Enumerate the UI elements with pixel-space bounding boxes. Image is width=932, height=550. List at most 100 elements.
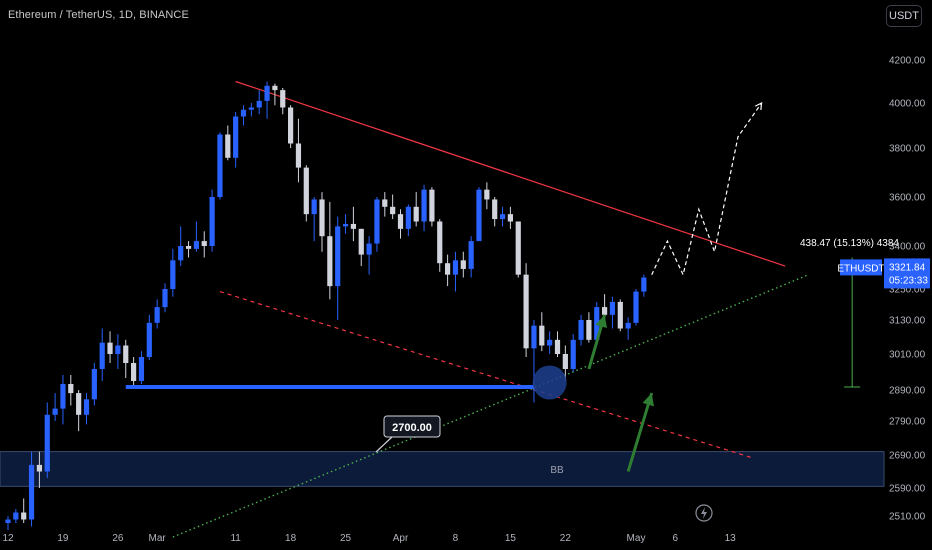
time-tick-label: 8 — [453, 533, 459, 544]
candles-layer — [5, 81, 647, 530]
candle-body — [602, 307, 608, 315]
time-tick-label: Mar — [149, 533, 167, 544]
candle-body — [91, 369, 97, 400]
bb-zone — [0, 451, 885, 487]
time-tick-label: May — [627, 533, 646, 544]
candle-body — [609, 301, 616, 315]
candle-body — [507, 214, 513, 222]
candle-body — [201, 241, 207, 246]
candle-body — [209, 197, 215, 246]
candle-body — [193, 241, 199, 249]
candle-body — [248, 107, 254, 110]
currency-button[interactable]: USDT — [886, 5, 922, 27]
candle-body — [405, 206, 411, 229]
time-tick-label: 15 — [505, 533, 517, 544]
candle-body — [554, 339, 561, 354]
candle-body — [374, 199, 380, 244]
callout-box — [383, 415, 441, 438]
candle-body — [295, 143, 302, 168]
candle-body — [366, 243, 372, 255]
candle-body — [52, 408, 58, 415]
candle-body — [421, 189, 427, 222]
candle-body — [570, 339, 576, 369]
time-axis[interactable]: 12 19 26 Mar 11 18 25 Apr 8 15 22 May 6 13 — [2, 533, 736, 544]
candle-body — [460, 260, 466, 269]
bb-zone-label: BB — [550, 465, 564, 476]
candle-body — [36, 464, 42, 472]
candle-body — [523, 274, 529, 349]
price-tag-price: 3321.84 — [889, 262, 926, 273]
candle-body — [319, 199, 325, 237]
candle-body — [468, 241, 474, 269]
lightning-icon — [695, 504, 713, 522]
candle-body — [154, 307, 160, 323]
price-tag-countdown: 05:23:33 — [889, 275, 928, 286]
candle-body — [515, 221, 521, 275]
candle-body — [327, 236, 333, 287]
price-tick-label: 2690.00 — [889, 451, 926, 462]
candle-body — [240, 109, 247, 117]
lower-channel-trendline — [219, 291, 754, 459]
price-axis[interactable]: 4200.00 4000.00 3800.00 3600.00 3400.00 3250.… — [837, 56, 930, 523]
candle-body — [123, 345, 129, 363]
time-tick-label: 18 — [285, 533, 297, 544]
candle-body — [625, 322, 631, 329]
time-tick-label: 25 — [340, 533, 352, 544]
price-tag-box — [884, 258, 930, 289]
candle-body — [76, 393, 82, 415]
candle-body — [131, 363, 137, 381]
price-tick-label: 3600.00 — [889, 193, 926, 204]
price-tick-label: 3130.00 — [889, 316, 926, 327]
callout-pointer — [375, 436, 393, 453]
candle-body — [44, 414, 50, 472]
price-callout: 2700.00 — [375, 415, 441, 453]
candle-body — [264, 85, 270, 101]
green-arrow-2 — [626, 392, 654, 472]
time-tick-label: 13 — [725, 533, 737, 544]
candle-body — [138, 357, 145, 381]
candle-body — [445, 263, 451, 275]
candle-body — [547, 339, 553, 346]
candle-body — [413, 206, 419, 222]
candle-body — [21, 512, 27, 520]
candle-body — [633, 291, 639, 323]
time-tick-label: 6 — [672, 533, 678, 544]
time-tick-label: 22 — [560, 533, 572, 544]
candle-body — [185, 246, 192, 249]
candle-body — [382, 199, 388, 207]
candle-body — [335, 226, 341, 287]
candle-body — [484, 189, 490, 200]
uptrend-line — [172, 274, 809, 538]
candle-body — [272, 85, 278, 91]
candle-body — [499, 214, 506, 220]
trendline-layer — [172, 80, 809, 538]
candle-body — [350, 223, 356, 229]
price-tick-label: 2890.00 — [889, 386, 926, 397]
candle-body — [170, 260, 176, 289]
candle-body — [562, 354, 568, 369]
green-arrow-head-2 — [642, 393, 654, 407]
price-tick-label: 4200.00 — [889, 56, 926, 67]
candle-body — [437, 221, 443, 264]
candle-body — [217, 134, 223, 197]
price-tick-label: 4000.00 — [889, 99, 926, 110]
price-tick-label: 2790.00 — [889, 417, 926, 428]
candle-body — [115, 345, 121, 354]
candle-body — [390, 206, 396, 215]
time-tick-label: 19 — [57, 533, 69, 544]
price-tick-label: 2590.00 — [889, 484, 926, 495]
candle-body — [280, 90, 286, 108]
lightning-icon-bolt — [701, 507, 707, 519]
candle-body — [303, 167, 309, 215]
candle-body — [60, 384, 66, 409]
candle-body — [83, 399, 90, 415]
candle-body — [539, 325, 545, 346]
candle-body — [99, 342, 105, 369]
green-arrow-head-1 — [595, 314, 608, 329]
price-tag-symbol-box — [840, 259, 882, 276]
resistance-trendline — [235, 80, 786, 267]
price-tick-label: 3250.00 — [889, 285, 926, 296]
time-tick-label: Apr — [393, 533, 409, 544]
candle-body — [146, 322, 152, 357]
